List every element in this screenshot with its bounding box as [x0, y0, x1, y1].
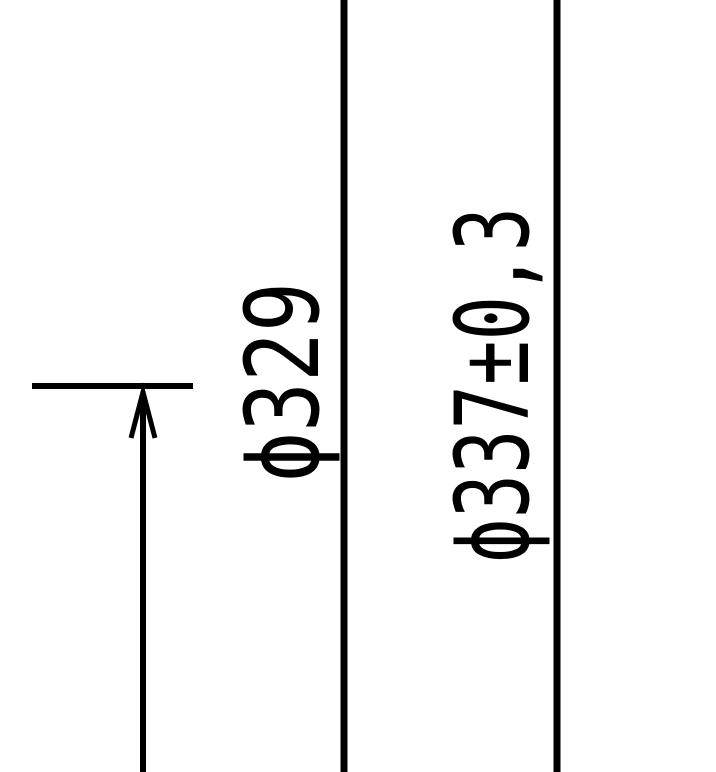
dimension-1-value: 329 [224, 282, 343, 432]
dimension-2-symbol: ϕ [434, 518, 553, 563]
arrowhead-icon [128, 382, 158, 439]
svg-text:ϕ337±0,3: ϕ337±0,3 [434, 207, 553, 563]
svg-text:ϕ329: ϕ329 [224, 282, 343, 482]
dimension-1-symbol: ϕ [224, 432, 343, 482]
dimension-2-value: 337±0,3 [434, 207, 553, 518]
